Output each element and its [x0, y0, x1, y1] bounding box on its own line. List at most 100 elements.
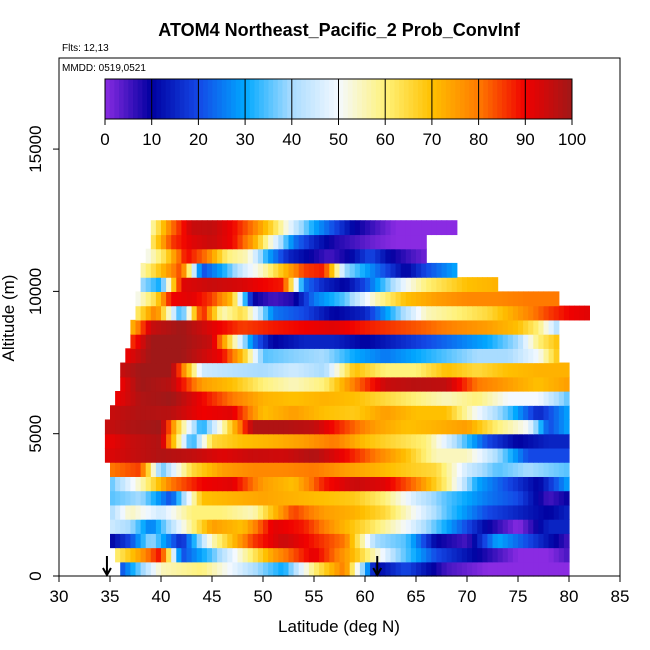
heatmap-cell — [426, 447, 432, 463]
heatmap-cell — [314, 504, 320, 520]
heatmap-cell — [273, 419, 279, 435]
heatmap-cell — [150, 547, 157, 563]
heatmap-cell — [558, 405, 565, 421]
heatmap-cell — [487, 433, 494, 449]
heatmap-cell — [395, 419, 402, 435]
heatmap-cell — [441, 291, 448, 307]
heatmap-cell — [416, 362, 422, 378]
heatmap-cell — [441, 504, 448, 520]
heatmap-cell — [416, 519, 422, 534]
heatmap-cell — [344, 277, 351, 292]
heatmap-cell — [359, 220, 366, 236]
heatmap-cell — [319, 476, 325, 492]
heatmap-cell — [416, 533, 422, 549]
heatmap-cell — [563, 504, 570, 520]
heatmap-cell — [354, 547, 361, 563]
y-tick-label: 0 — [26, 571, 45, 580]
heatmap-cell — [222, 319, 228, 335]
heatmap-cell — [461, 277, 468, 292]
heatmap-cell — [492, 391, 499, 406]
colorbar-segment — [375, 79, 382, 119]
heatmap-cell — [410, 476, 417, 492]
heatmap-cell — [206, 348, 213, 364]
heatmap-cell — [150, 462, 157, 477]
heatmap-cell — [497, 447, 504, 463]
heatmap-cell — [497, 362, 504, 378]
heatmap-cell — [334, 519, 341, 534]
heatmap-cell — [166, 319, 172, 335]
heatmap-cell — [349, 504, 356, 520]
heatmap-cell — [563, 362, 570, 378]
colorbar-segment — [329, 79, 335, 119]
heatmap-cell — [288, 362, 295, 378]
heatmap-cell — [426, 391, 432, 406]
heatmap-cell — [370, 291, 376, 307]
heatmap-cell — [579, 305, 585, 321]
heatmap-cell — [467, 277, 473, 292]
heatmap-cell — [319, 348, 325, 364]
heatmap-cell — [155, 262, 162, 278]
heatmap-cell — [528, 305, 534, 321]
heatmap-cell — [359, 348, 366, 364]
heatmap-cell — [181, 433, 188, 449]
colorbar-segment — [380, 79, 386, 119]
heatmap-cell — [421, 291, 427, 307]
heatmap-cell — [217, 319, 223, 335]
heatmap-cell — [354, 476, 361, 492]
heatmap-cell — [507, 462, 514, 477]
heatmap-cell — [461, 362, 468, 378]
heatmap-cell — [222, 220, 228, 236]
heatmap-cell — [324, 476, 330, 492]
heatmap-cell — [135, 533, 142, 549]
heatmap-cell — [344, 248, 351, 264]
heatmap-cell — [257, 490, 264, 506]
heatmap-cell — [492, 447, 499, 463]
heatmap-cell — [237, 376, 244, 392]
heatmap-cell — [441, 348, 448, 364]
heatmap-cell — [502, 476, 509, 492]
heatmap-cell — [278, 547, 284, 563]
heatmap-cell — [472, 391, 478, 406]
heatmap-cell — [507, 561, 514, 577]
heatmap-cell — [319, 362, 325, 378]
heatmap-cell — [237, 419, 244, 435]
heatmap-cell — [385, 504, 392, 520]
heatmap-cell — [308, 533, 315, 549]
heatmap-cell — [257, 433, 264, 449]
heatmap-cell — [395, 277, 402, 292]
heatmap-cell — [212, 348, 218, 364]
heatmap-cell — [416, 547, 422, 563]
heatmap-cell — [482, 334, 488, 349]
heatmap-cell — [451, 291, 458, 307]
heatmap-cell — [533, 490, 539, 506]
heatmap-cell — [405, 447, 412, 463]
heatmap-cell — [410, 376, 417, 392]
heatmap-cell — [145, 362, 152, 378]
heatmap-cell — [125, 504, 131, 520]
heatmap-cell — [308, 277, 315, 292]
heatmap-cell — [512, 547, 519, 563]
colorbar-segment — [539, 79, 545, 119]
colorbar-segment — [165, 79, 171, 119]
heatmap-cell — [543, 334, 550, 349]
heatmap-cell — [558, 305, 565, 321]
heatmap-cell — [263, 334, 269, 349]
heatmap-cell — [482, 547, 488, 563]
colorbar-tick-label: 90 — [516, 130, 535, 149]
heatmap-cell — [339, 376, 346, 392]
heatmap-cell — [232, 220, 239, 236]
heatmap-cell — [237, 561, 244, 577]
heatmap-cell — [288, 262, 295, 278]
heatmap-cell — [375, 362, 381, 378]
heatmap-cell — [227, 490, 233, 506]
heatmap-cell — [196, 405, 203, 421]
colorbar-segment — [137, 79, 143, 119]
colorbar-segment — [142, 79, 148, 119]
heatmap-cell — [354, 277, 361, 292]
heatmap-cell — [426, 533, 432, 549]
heatmap-cell — [237, 533, 244, 549]
heatmap-cell — [421, 262, 427, 278]
heatmap-cell — [390, 220, 397, 236]
heatmap-cell — [145, 433, 152, 449]
heatmap-cell — [166, 433, 172, 449]
